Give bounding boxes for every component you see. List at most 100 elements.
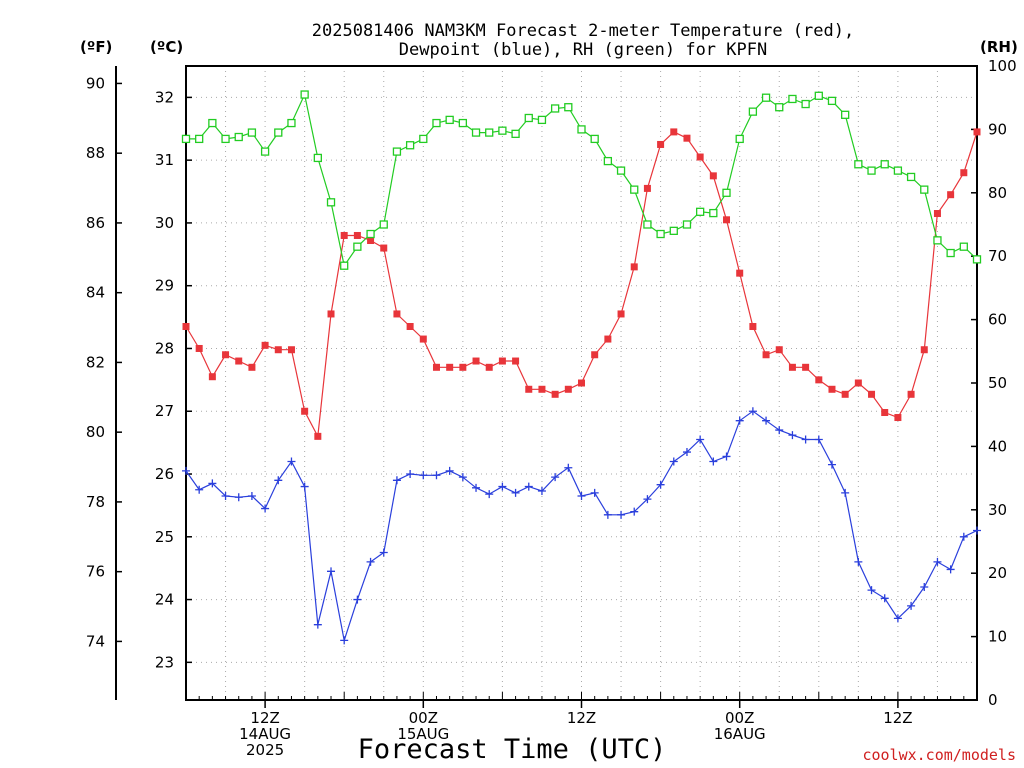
celsius-tick-label: 28 — [155, 339, 174, 357]
axes: 74 76 78 80 82 84 86 88 90 23 24 25 26 27 28 29 30 31 32 0 1… — [86, 57, 1017, 709]
x-tick-label: 16AUG — [714, 725, 766, 743]
temperature-point — [446, 363, 454, 371]
rh-point — [379, 220, 388, 229]
rh-point — [972, 255, 982, 264]
dewpoint-point — [195, 485, 204, 494]
dewpoint-point — [735, 416, 744, 425]
rh-point — [550, 104, 560, 113]
rh-point — [419, 134, 428, 144]
dewpoint-point — [933, 557, 942, 566]
temperature-point — [314, 432, 322, 440]
rh-point — [801, 99, 810, 109]
rh-point — [287, 118, 296, 128]
celsius-tick-label: 27 — [155, 402, 174, 420]
dewpoint-point — [854, 557, 863, 566]
dewpoint-point — [841, 488, 850, 497]
fahrenheit-tick-label: 86 — [86, 214, 105, 232]
temperature-point — [775, 346, 783, 354]
dewpoint-point — [247, 491, 256, 500]
site-credit: coolwx.com/models — [862, 746, 1016, 764]
rh-point — [748, 107, 758, 116]
temperature-point — [393, 310, 401, 318]
temperature-point — [248, 363, 256, 371]
rh-tick-label: 10 — [988, 628, 1007, 646]
rh-point — [577, 125, 586, 134]
temperature-point — [380, 244, 388, 252]
x-tick-label: 00Z — [725, 709, 754, 727]
temperature-point — [604, 335, 612, 343]
dewpoint-point — [656, 480, 665, 489]
rh-point — [893, 166, 903, 175]
rh-point — [906, 172, 916, 182]
temperature-point — [881, 409, 889, 417]
series-layer — [181, 90, 982, 645]
rh-point — [432, 118, 441, 128]
dewpoint-point — [340, 636, 349, 645]
dewpoint-point — [788, 431, 797, 440]
temperature-point — [749, 323, 757, 331]
rh-point — [709, 208, 718, 218]
rh-point — [313, 153, 322, 163]
temperature-point — [564, 385, 572, 393]
temperature-point — [617, 310, 625, 318]
rh-tick-label: 60 — [988, 311, 1007, 329]
rh-point — [775, 103, 784, 112]
temperature-point — [960, 169, 968, 177]
x-tick-label: 12Z — [567, 709, 596, 727]
rh-tick-label: 40 — [988, 437, 1007, 455]
dewpoint-point — [406, 470, 415, 479]
rh-point — [181, 134, 191, 144]
rh-tick-label: 30 — [988, 501, 1007, 519]
dewpoint-point — [893, 614, 902, 623]
celsius-tick-label: 32 — [155, 88, 174, 106]
rh-point — [524, 113, 533, 123]
temperature-point — [591, 351, 599, 359]
rh-point — [814, 91, 823, 100]
dewpoint-point — [907, 601, 916, 610]
rh-tick-label: 70 — [988, 247, 1007, 265]
rh-tick-label: 100 — [988, 57, 1017, 75]
temperature-point — [657, 140, 665, 148]
dewpoint-point — [630, 507, 639, 516]
rh-point — [564, 103, 573, 112]
rh-tick-label: 80 — [988, 184, 1007, 202]
rh-point — [880, 160, 889, 169]
temperature-point — [907, 390, 915, 398]
temperature-point — [762, 351, 770, 359]
temperature-point — [498, 357, 506, 365]
temperature-point — [815, 376, 823, 384]
x-tick-label: 12Z — [883, 709, 912, 727]
dewpoint-point — [274, 476, 283, 485]
temperature-point — [683, 134, 691, 142]
x-axis-title: Forecast Time (UTC) — [358, 734, 667, 765]
dewpoint-point — [973, 526, 981, 535]
fahrenheit-tick-label: 80 — [86, 423, 105, 441]
temperature-point — [894, 414, 902, 422]
rh-point — [471, 128, 481, 137]
dewpoint-point — [353, 595, 362, 604]
rh-point — [247, 128, 257, 137]
dewpoint-point — [669, 457, 678, 466]
fahrenheit-tick-label: 82 — [86, 353, 105, 371]
temperature-point — [287, 346, 295, 354]
fahrenheit-tick-label: 76 — [86, 563, 105, 581]
temperature-point — [182, 323, 190, 331]
rh-point — [590, 134, 599, 144]
dewpoint-point — [300, 482, 309, 491]
temperature-point — [274, 346, 282, 354]
celsius-tick-label: 29 — [155, 277, 174, 295]
dewpoint-point — [722, 452, 731, 461]
rh-point — [669, 226, 678, 235]
temperature-point — [538, 385, 546, 393]
rh-point — [643, 220, 652, 229]
temperature-point — [222, 351, 230, 359]
x-tick-label: 12Z — [250, 709, 279, 727]
rh-point — [366, 229, 375, 239]
dewpoint-point — [709, 457, 718, 466]
celsius-tick-label: 23 — [155, 653, 174, 671]
temperature-point — [472, 357, 480, 365]
rh-point — [274, 128, 283, 137]
dewpoint-point — [867, 586, 876, 595]
dewpoint-point — [577, 491, 586, 500]
